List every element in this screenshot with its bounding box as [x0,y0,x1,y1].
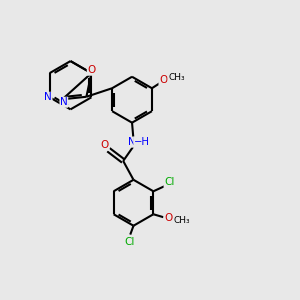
Text: O: O [159,75,167,85]
Text: Cl: Cl [124,237,134,247]
Text: CH₃: CH₃ [168,73,185,82]
Text: N: N [44,92,52,102]
Text: O: O [164,213,172,223]
Text: O: O [101,140,109,150]
Text: Cl: Cl [164,178,175,188]
Text: CH₃: CH₃ [174,216,190,225]
Text: −H: −H [134,137,150,147]
Text: N: N [60,97,68,107]
Text: O: O [87,65,95,75]
Text: N: N [128,137,136,147]
